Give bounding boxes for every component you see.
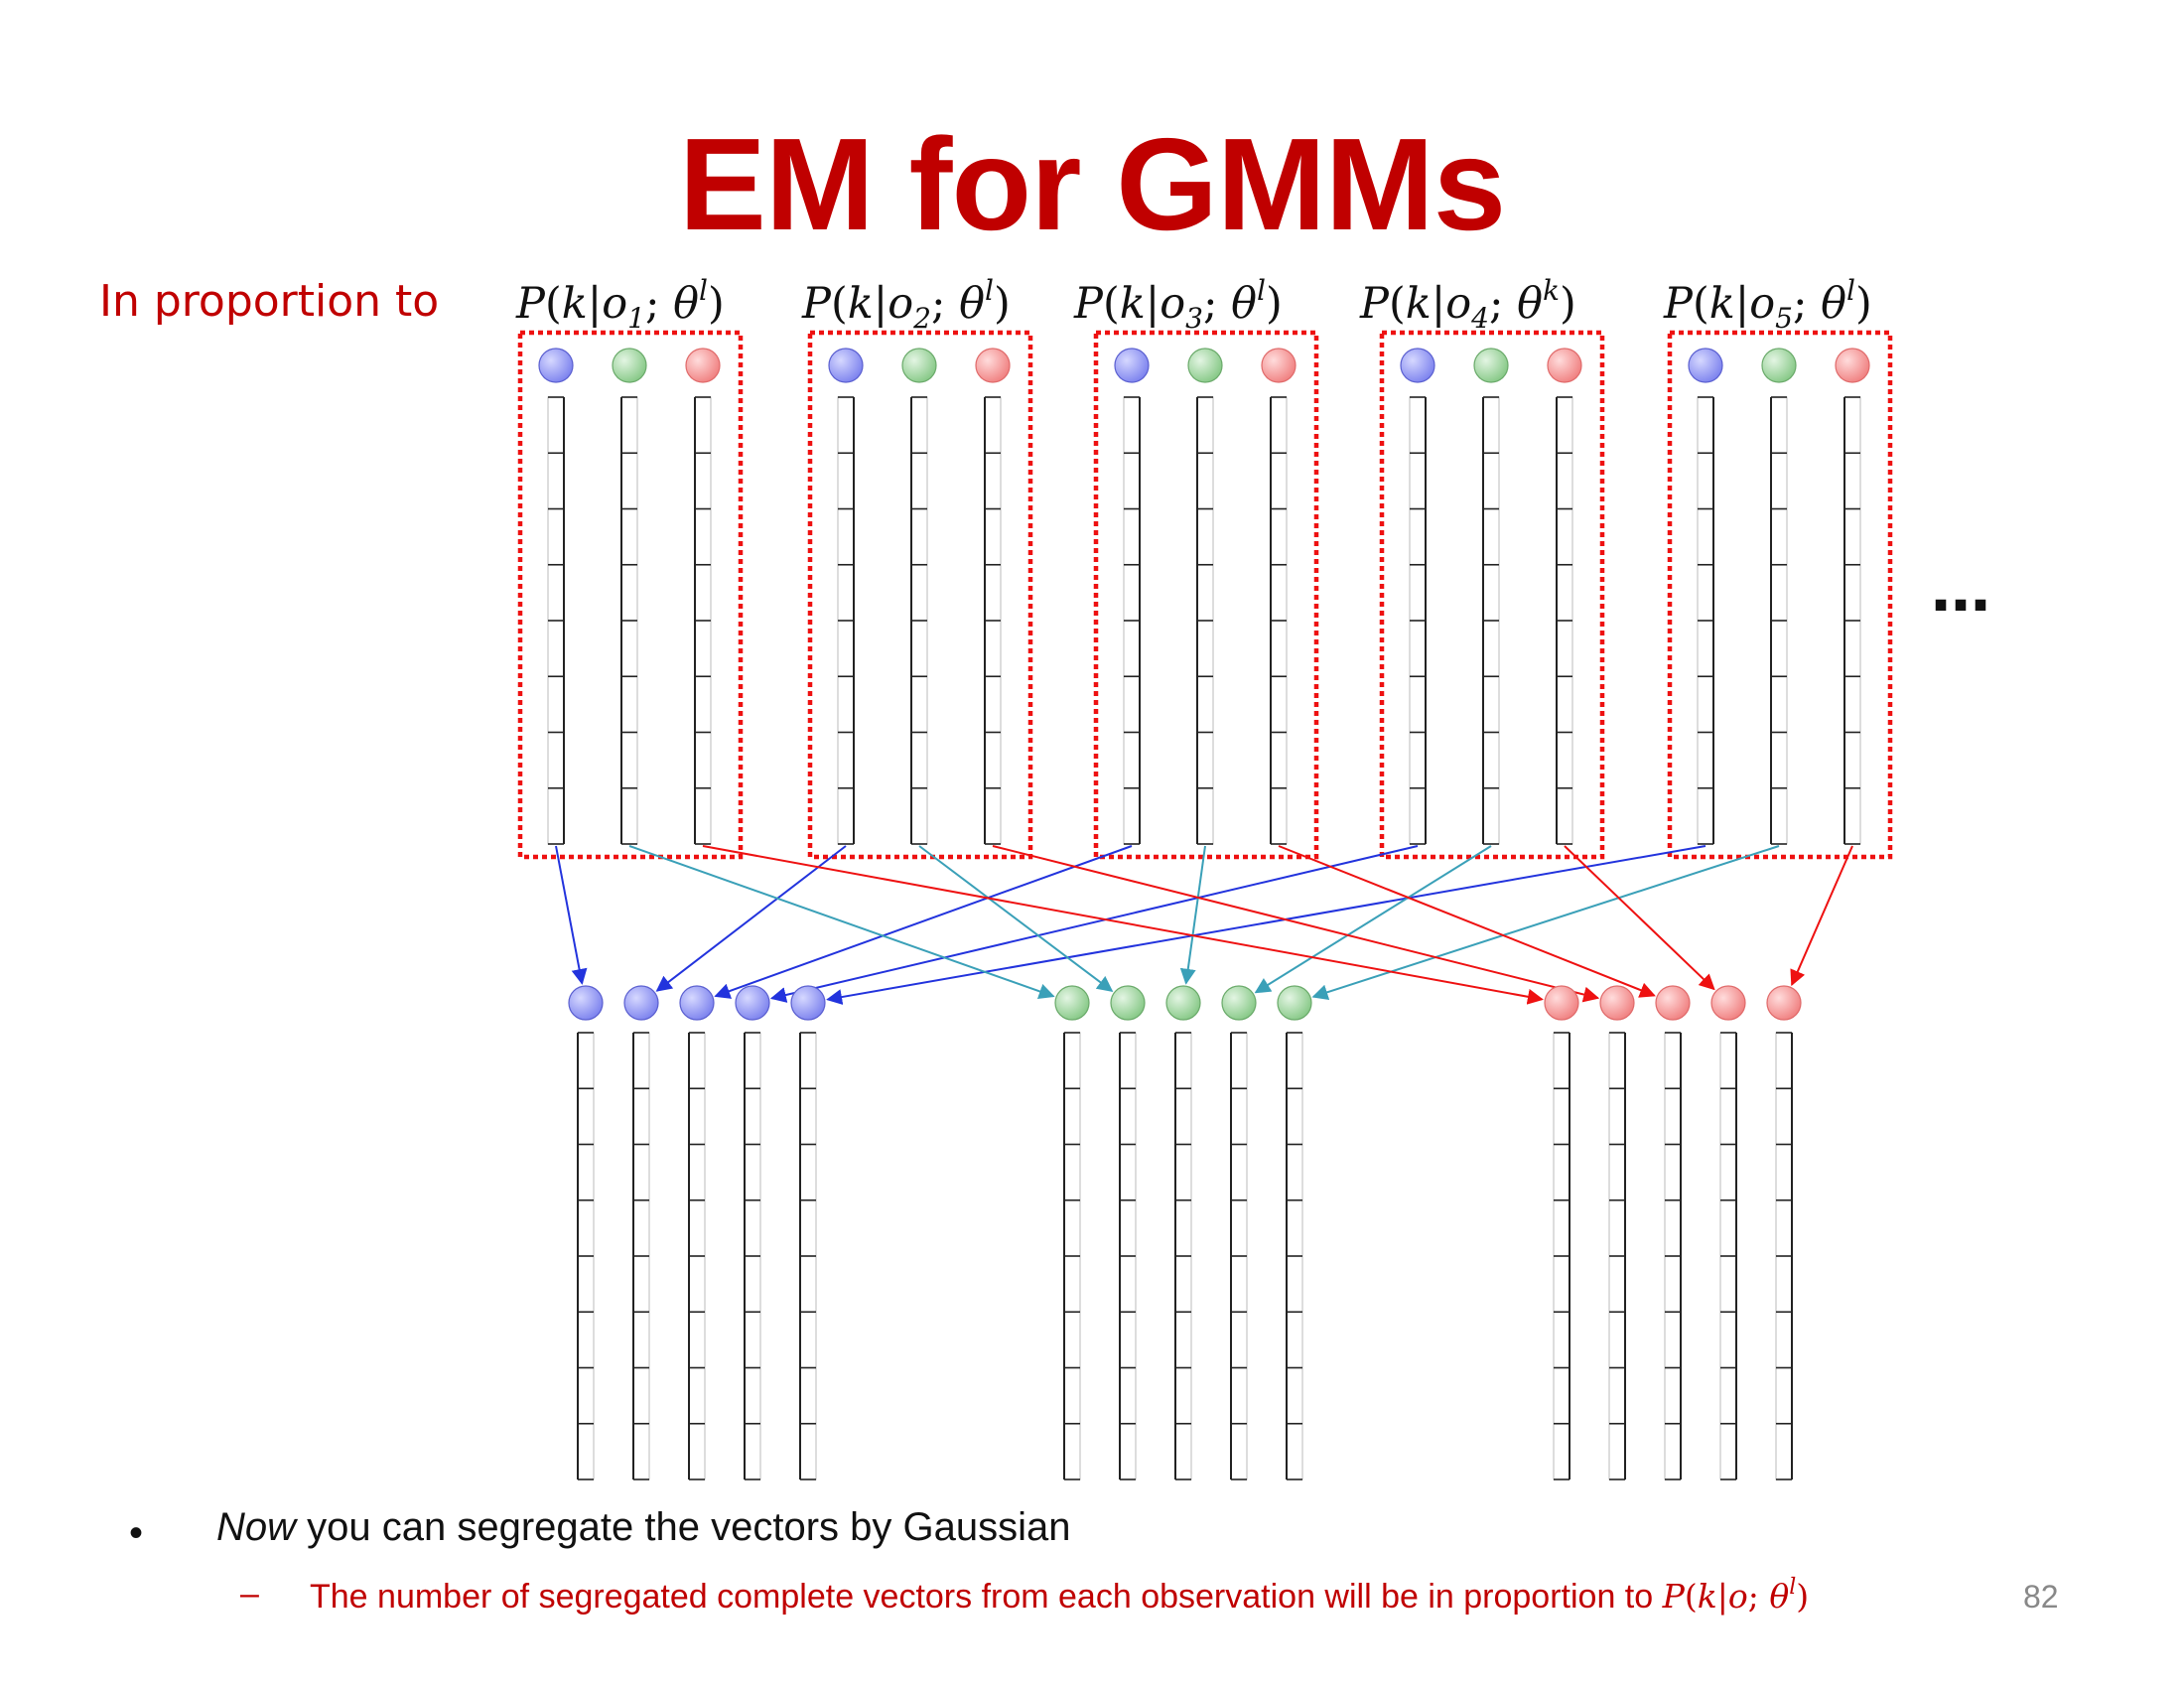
bullet-main-text: you can segregate the vectors by Gaussia… bbox=[296, 1505, 1071, 1549]
bullet-sub-text: The number of segregated complete vector… bbox=[310, 1578, 1663, 1616]
segregated-blue-vector-2 bbox=[632, 1032, 650, 1480]
observation-3-green-circle bbox=[1187, 348, 1223, 383]
segregated-blue-vector-5 bbox=[799, 1032, 817, 1480]
segregated-green-circle-3 bbox=[1165, 985, 1201, 1021]
observation-1-green-vector bbox=[620, 396, 638, 845]
observation-2-blue-vector bbox=[837, 396, 855, 845]
segregated-red-vector-2 bbox=[1608, 1032, 1626, 1480]
segregated-red-vector-1 bbox=[1553, 1032, 1570, 1480]
observation-3-blue-vector bbox=[1123, 396, 1141, 845]
segregated-blue-circle-4 bbox=[735, 985, 770, 1021]
segregated-red-vector-5 bbox=[1775, 1032, 1793, 1480]
slide-title: EM for GMMs bbox=[678, 111, 1506, 257]
posterior-label-2: P(k|o2; θl) bbox=[802, 274, 1011, 335]
sub-bullet-marker: – bbox=[240, 1575, 259, 1613]
observation-2-green-circle bbox=[901, 348, 937, 383]
segregated-green-vector-5 bbox=[1286, 1032, 1303, 1480]
segregated-blue-vector-4 bbox=[744, 1032, 761, 1480]
arrow-obs1-red bbox=[702, 845, 1544, 1005]
ellipsis: … bbox=[1931, 556, 1992, 626]
observation-4-red-circle bbox=[1547, 348, 1582, 383]
observation-2-blue-circle bbox=[828, 348, 864, 383]
segregated-green-vector-1 bbox=[1063, 1032, 1081, 1480]
arrow-obs3-red bbox=[1278, 845, 1656, 998]
segregated-green-vector-2 bbox=[1119, 1032, 1137, 1480]
observation-5-red-vector bbox=[1843, 396, 1861, 845]
segregated-red-vector-4 bbox=[1719, 1032, 1737, 1480]
observation-box-5 bbox=[1667, 330, 1893, 860]
segregated-blue-circle-2 bbox=[623, 985, 659, 1021]
observation-2-red-circle bbox=[975, 348, 1011, 383]
segregated-blue-vector-1 bbox=[577, 1032, 595, 1480]
segregated-red-circle-5 bbox=[1766, 985, 1802, 1021]
arrow-obs1-green bbox=[628, 845, 1055, 1000]
proportion-label: In proportion to bbox=[99, 276, 440, 327]
observation-1-blue-vector bbox=[547, 396, 565, 845]
observation-5-red-circle bbox=[1835, 348, 1870, 383]
arrow-obs5-red bbox=[1790, 845, 1853, 987]
arrow-obs4-red bbox=[1564, 845, 1715, 991]
segregated-green-circle-1 bbox=[1054, 985, 1090, 1021]
observation-1-red-vector bbox=[694, 396, 712, 845]
segregated-green-circle-4 bbox=[1221, 985, 1257, 1021]
segregated-blue-circle-3 bbox=[679, 985, 715, 1021]
segregated-green-circle-2 bbox=[1110, 985, 1146, 1021]
page-number: 82 bbox=[2023, 1579, 2059, 1615]
segregated-red-circle-4 bbox=[1710, 985, 1746, 1021]
observation-1-blue-circle bbox=[538, 348, 574, 383]
segregated-green-vector-4 bbox=[1230, 1032, 1248, 1480]
posterior-label-1: P(k|o1; θl) bbox=[516, 274, 725, 335]
segregated-blue-vector-3 bbox=[688, 1032, 706, 1480]
observation-1-red-circle bbox=[685, 348, 721, 383]
arrow-obs4-green bbox=[1254, 845, 1492, 994]
segregated-blue-circle-1 bbox=[568, 985, 604, 1021]
observation-4-green-circle bbox=[1473, 348, 1509, 383]
segregated-red-circle-3 bbox=[1655, 985, 1691, 1021]
arrow-obs5-blue bbox=[826, 845, 1706, 1005]
observation-5-blue-vector bbox=[1697, 396, 1714, 845]
segregated-red-circle-1 bbox=[1544, 985, 1579, 1021]
observation-box-2 bbox=[807, 330, 1033, 860]
bullet-main: Now you can segregate the vectors by Gau… bbox=[216, 1505, 1070, 1550]
arrow-obs2-blue bbox=[655, 845, 847, 992]
arrow-obs3-blue bbox=[714, 845, 1133, 999]
observation-5-green-vector bbox=[1770, 396, 1788, 845]
arrow-obs1-blue bbox=[555, 845, 588, 985]
observation-2-red-vector bbox=[984, 396, 1002, 845]
segregated-green-circle-5 bbox=[1277, 985, 1312, 1021]
observation-1-green-circle bbox=[612, 348, 647, 383]
segregated-red-vector-3 bbox=[1664, 1032, 1682, 1480]
bullet-sub: The number of segregated complete vector… bbox=[310, 1575, 1809, 1617]
segregated-blue-circle-5 bbox=[790, 985, 826, 1021]
observation-2-green-vector bbox=[910, 396, 928, 845]
observation-3-red-circle bbox=[1261, 348, 1297, 383]
observation-3-green-vector bbox=[1196, 396, 1214, 845]
observation-box-1 bbox=[517, 330, 744, 860]
posterior-label-4: P(k|o4; θk) bbox=[1360, 274, 1576, 335]
observation-4-red-vector bbox=[1556, 396, 1573, 845]
bullet-sub-math: P(k|o; θl) bbox=[1662, 1575, 1810, 1616]
observation-3-blue-circle bbox=[1114, 348, 1150, 383]
segregated-red-circle-2 bbox=[1599, 985, 1635, 1021]
observation-box-4 bbox=[1379, 330, 1605, 860]
observation-4-blue-vector bbox=[1409, 396, 1427, 845]
arrow-obs2-green bbox=[918, 845, 1114, 992]
bullet-marker: • bbox=[129, 1511, 144, 1555]
observation-4-blue-circle bbox=[1400, 348, 1435, 383]
arrow-obs5-green bbox=[1311, 845, 1780, 1001]
posterior-label-5: P(k|o5; θl) bbox=[1664, 274, 1872, 335]
posterior-label-3: P(k|o3; θl) bbox=[1074, 274, 1283, 335]
arrow-obs2-red bbox=[992, 845, 1600, 1003]
arrow-obs3-green bbox=[1179, 845, 1206, 985]
observation-box-3 bbox=[1093, 330, 1319, 860]
observation-5-blue-circle bbox=[1688, 348, 1723, 383]
observation-3-red-vector bbox=[1270, 396, 1288, 845]
observation-4-green-vector bbox=[1482, 396, 1500, 845]
observation-5-green-circle bbox=[1761, 348, 1797, 383]
bullet-main-emphasis: Now bbox=[216, 1505, 297, 1549]
arrow-obs4-blue bbox=[769, 845, 1419, 1003]
segregated-green-vector-3 bbox=[1174, 1032, 1192, 1480]
